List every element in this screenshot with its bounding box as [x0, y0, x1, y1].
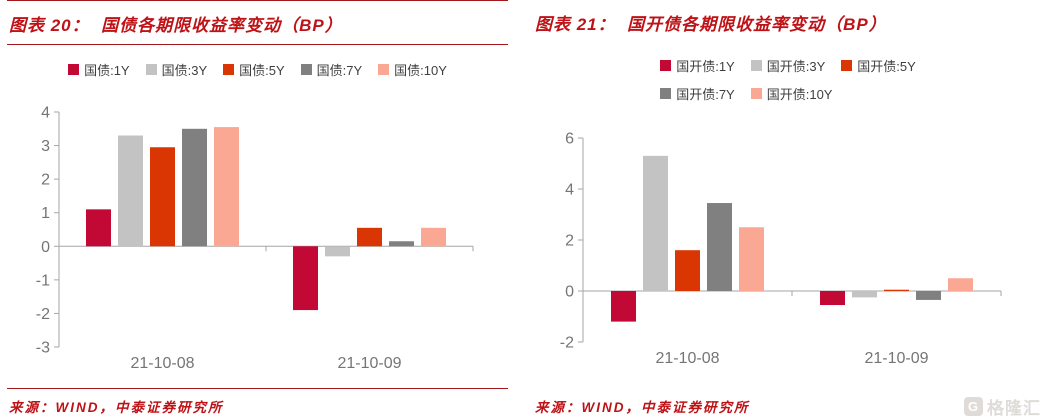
bar-国开债:10Y-21-10-09: [948, 278, 973, 291]
y-tick-label: -1: [36, 272, 50, 289]
legend-label: 国债:5Y: [239, 63, 285, 79]
bar-国开债:5Y-21-10-09: [884, 289, 909, 291]
page-title: 图表 21： 国开债各期限收益率变动（BP）: [535, 15, 887, 34]
bar-国开债:5Y-21-10-08: [675, 250, 700, 291]
y-tick-label: 6: [565, 131, 574, 148]
y-tick-label: 2: [41, 171, 50, 188]
bar-国开债:7Y-21-10-09: [916, 291, 941, 300]
bar-国债:1Y-21-10-08: [86, 209, 111, 247]
watermark-text: 格隆汇: [987, 398, 1041, 416]
legend-marker-icon: [750, 87, 762, 99]
source-row: 来源：WIND，中泰证券研究所: [7, 388, 508, 416]
bar-国债:5Y-21-10-09: [357, 227, 382, 247]
bar-chart-treasury: 4 3 2 1 0 -1 -2 -3 21-10-08 21-10-09: [7, 80, 508, 388]
bar-国开债:7Y-21-10-08: [707, 203, 732, 291]
chart-svg: 6 4 2 0 -2 21-10-08 21-10-09: [560, 131, 1002, 367]
y-tick-label: 4: [565, 182, 574, 199]
legend-label: 国债:3Y: [161, 63, 208, 79]
bar-chart-cdb: 6 4 2 0 -2 21-10-08 21-10-09: [533, 103, 1043, 387]
legend-item: 国债:7Y: [300, 60, 363, 79]
legend-label: 国债:10Y: [394, 63, 447, 79]
panel-chart-20: 图表 20： 国债各期限收益率变动（BP） 国债:1Y 国债:3Y 国债:5Y 国债:…: [7, 0, 508, 416]
legend-marker-icon: [145, 64, 157, 76]
legend-item: 国开债:5Y: [841, 56, 916, 75]
legend-item: 国债:5Y: [223, 60, 285, 79]
y-tick-label: 4: [41, 104, 50, 121]
chart-legend: 国开债:1Y 国开债:3Y 国开债:5Y 国开债:7Y 国开债:10Y: [660, 55, 916, 103]
chart-svg: 4 3 2 1 0 -1 -2 -3 21-10-08 21-10-09: [36, 104, 474, 372]
bar-国开债:1Y-21-10-08: [611, 291, 636, 322]
y-tick-label: 1: [41, 205, 50, 222]
bar-国债:3Y-21-10-08: [118, 135, 143, 247]
legend-item: 国开债:1Y: [660, 56, 735, 75]
gelonghui-logo-icon: G: [964, 396, 983, 416]
x-category-label: 21-10-09: [864, 350, 928, 367]
y-tick-label: 3: [41, 138, 50, 155]
bar-国债:3Y-21-10-09: [325, 246, 350, 257]
x-category-label: 21-10-09: [337, 355, 401, 372]
bar-国债:10Y-21-10-09: [421, 227, 446, 247]
bar-国债:7Y-21-10-08: [182, 128, 207, 247]
legend-item: 国债:1Y: [68, 60, 130, 79]
source-row: 来源：WIND，中泰证券研究所 G 格隆汇: [533, 387, 1043, 416]
x-category-label: 21-10-08: [130, 355, 194, 372]
bar-国开债:1Y-21-10-09: [820, 291, 845, 306]
bar-国债:10Y-21-10-08: [214, 126, 239, 247]
bar-国开债:10Y-21-10-08: [739, 227, 764, 291]
watermark-gelonghui: G 格隆汇: [964, 394, 1041, 416]
y-tick-label: -2: [560, 335, 574, 352]
bar-国债:1Y-21-10-09: [293, 246, 318, 310]
legend-label: 国开债:3Y: [766, 58, 826, 74]
bar-国开债:3Y-21-10-08: [643, 155, 668, 291]
legend-marker-icon: [300, 64, 312, 76]
y-tick-label: -2: [36, 306, 50, 323]
legend-marker-icon: [660, 87, 672, 99]
y-tick-label: 0: [565, 284, 574, 301]
legend-label: 国债:1Y: [84, 63, 130, 79]
legend-label: 国开债:1Y: [676, 58, 735, 74]
legend-marker-icon: [841, 59, 853, 71]
source-text: 来源：WIND，中泰证券研究所: [535, 400, 750, 415]
legend-label: 国开债:10Y: [766, 86, 833, 102]
legend-label: 国开债:5Y: [857, 58, 916, 74]
legend-row: 国债:1Y 国债:3Y 国债:5Y 国债:7Y 国债:10Y: [68, 60, 447, 80]
bar-国开债:3Y-21-10-09: [852, 291, 877, 298]
legend-marker-icon: [223, 64, 235, 76]
legend-marker-icon: [68, 64, 80, 76]
legend-item: 国债:3Y: [145, 60, 208, 79]
bar-国债:5Y-21-10-08: [150, 147, 175, 247]
legend-item: 国开债:7Y: [660, 84, 735, 103]
page-title: 图表 20： 国债各期限收益率变动（BP）: [9, 15, 343, 35]
legend-row: 国开债:1Y 国开债:3Y 国开债:5Y: [660, 55, 916, 75]
legend-marker-icon: [750, 59, 762, 71]
legend-marker-icon: [378, 64, 390, 76]
source-text: 来源：WIND，中泰证券研究所: [9, 400, 224, 416]
legend-row: 国开债:7Y 国开债:10Y: [660, 83, 832, 103]
legend-label: 国债:7Y: [316, 63, 363, 79]
legend-label: 国开债:7Y: [676, 86, 735, 102]
legend-marker-icon: [660, 59, 672, 71]
legend-item: 国开债:10Y: [750, 84, 833, 103]
panel-top-rule: [7, 0, 508, 1]
legend-item: 国开债:3Y: [750, 56, 826, 75]
y-tick-label: 0: [41, 239, 50, 256]
panel-chart-21: 图表 21： 国开债各期限收益率变动（BP） 国开债:1Y 国开债:3Y 国开债:5…: [533, 0, 1043, 416]
bar-国债:7Y-21-10-09: [389, 241, 414, 247]
x-category-label: 21-10-08: [655, 350, 719, 367]
y-tick-label: -3: [36, 339, 50, 356]
legend-item: 国债:10Y: [378, 60, 447, 79]
chart-legend: 国债:1Y 国债:3Y 国债:5Y 国债:7Y 国债:10Y: [68, 60, 447, 80]
y-tick-label: 2: [565, 233, 574, 250]
